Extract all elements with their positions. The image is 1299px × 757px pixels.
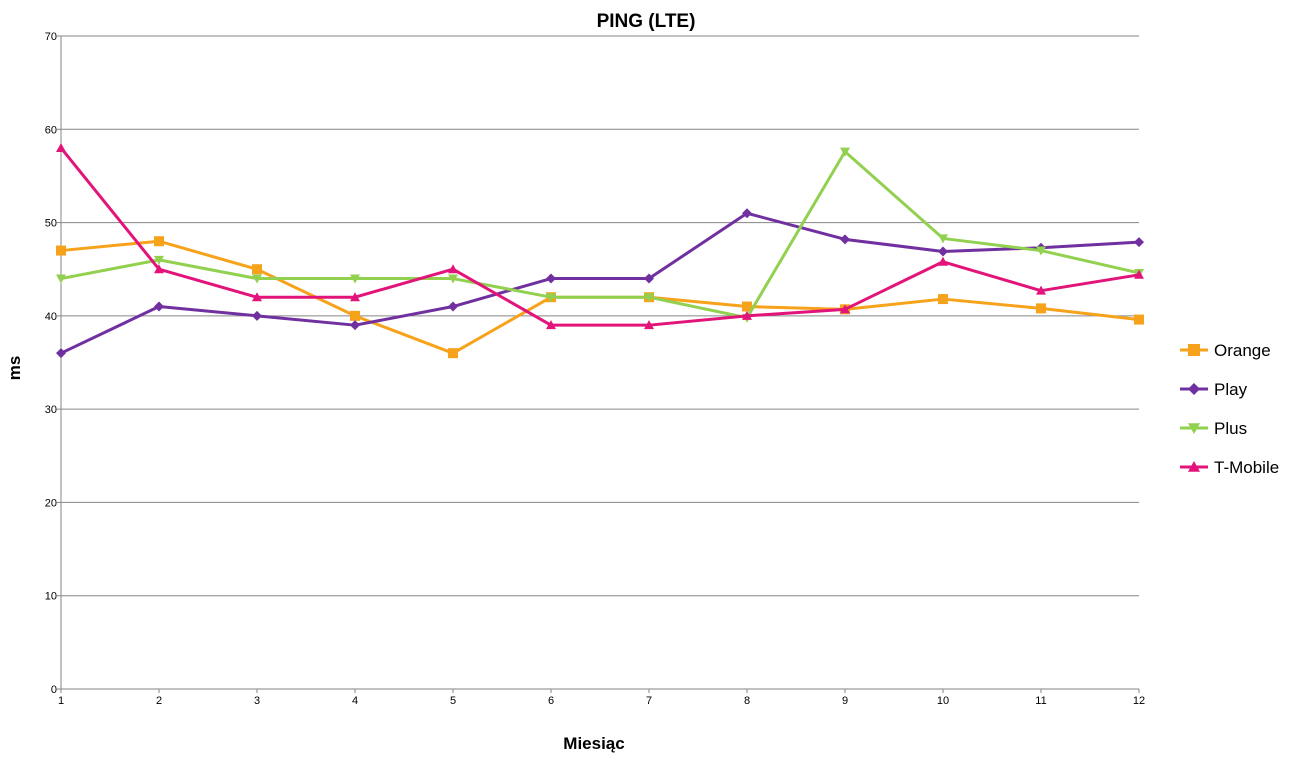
data-point-plus [546,293,556,303]
x-tick-label: 2 [156,695,162,707]
data-point-plus [56,274,66,284]
data-point-t-mobile [644,320,654,330]
data-point-plus [448,274,458,284]
legend-label: Orange [1214,341,1271,360]
x-tick-label: 4 [352,695,358,707]
data-point-orange [1036,303,1046,314]
series-line-play [60,211,1140,355]
data-point-t-mobile [938,256,948,266]
legend-marker [1188,461,1200,472]
y-tick-label: 20 [45,497,57,509]
data-point-orange [350,310,360,321]
data-point-t-mobile [154,264,164,274]
data-point-plus [154,255,164,265]
data-point-t-mobile [742,310,752,320]
series-t-mobile [56,142,1144,330]
x-tick-label: 8 [744,695,750,707]
y-axis-title: ms [5,356,24,381]
y-tick-label: 70 [45,31,57,43]
x-axis: 1 2 3 4 5 6 7 8 9 10 11 12 [58,689,1145,707]
data-point-orange [448,348,458,359]
legend-item-plus: Plus [1180,419,1247,438]
y-tick-label: 30 [45,404,57,416]
y-tick-label: 40 [45,311,57,323]
legend-item-t-mobile: T-Mobile [1180,458,1279,477]
data-point-play [1134,237,1144,248]
data-point-t-mobile [252,292,262,302]
legend-item-play: Play [1180,380,1248,399]
data-point-orange [154,236,164,247]
data-point-plus [938,234,948,244]
data-point-play [154,301,164,312]
x-tick-label: 6 [548,695,554,707]
data-point-orange [1134,314,1144,325]
data-point-play [448,301,458,312]
y-tick-label: 0 [51,684,57,696]
chart-title: PING (LTE) [597,11,696,32]
data-point-orange [742,301,752,312]
data-point-play [252,310,262,321]
legend-item-orange: Orange [1180,341,1271,360]
y-tick-label: 60 [45,124,57,136]
gridlines [61,35,1139,597]
data-point-play [546,273,556,284]
x-tick-label: 5 [450,695,456,707]
data-point-t-mobile [546,320,556,330]
data-point-plus [350,274,360,284]
x-tick-label: 9 [842,695,848,707]
legend-marker [1188,423,1200,434]
data-point-t-mobile [840,304,850,314]
data-point-orange [56,245,66,256]
series-line-t-mobile [59,147,1140,327]
y-tick-label: 10 [45,591,57,603]
data-point-play [644,273,654,284]
y-tick-label: 50 [45,218,57,230]
data-point-play [56,348,66,359]
x-tick-label: 12 [1133,695,1145,707]
series-play [56,208,1144,359]
data-point-t-mobile [448,264,458,274]
series-group [56,142,1144,359]
data-point-play [938,246,948,257]
data-point-orange [938,294,948,305]
data-point-play [350,320,360,331]
data-point-plus [840,147,850,157]
y-axis: 0 10 20 30 40 50 60 70 [45,31,61,696]
x-axis-title: Miesiąc [563,734,624,753]
legend-marker [1188,383,1200,395]
x-tick-label: 7 [646,695,652,707]
x-tick-label: 11 [1035,695,1046,707]
data-point-t-mobile [350,292,360,302]
series-plus [56,147,1144,323]
x-tick-label: 1 [58,695,64,707]
legend-label: Plus [1214,419,1247,438]
legend-label: Play [1214,380,1248,399]
legend: Orange Play Plus T-Mobile [1180,341,1279,477]
x-tick-label: 3 [254,695,260,707]
data-point-plus [644,293,654,303]
legend-marker [1188,344,1200,356]
data-point-play [840,234,850,245]
legend-label: T-Mobile [1214,458,1279,477]
data-point-orange [252,264,262,275]
series-line-plus [60,150,1140,320]
data-point-plus [1036,246,1046,256]
x-tick-label: 10 [937,695,949,707]
data-point-play [742,208,752,219]
data-point-t-mobile [56,142,66,152]
data-point-t-mobile [1134,269,1144,279]
data-point-plus [252,274,262,284]
data-point-t-mobile [1036,285,1046,295]
